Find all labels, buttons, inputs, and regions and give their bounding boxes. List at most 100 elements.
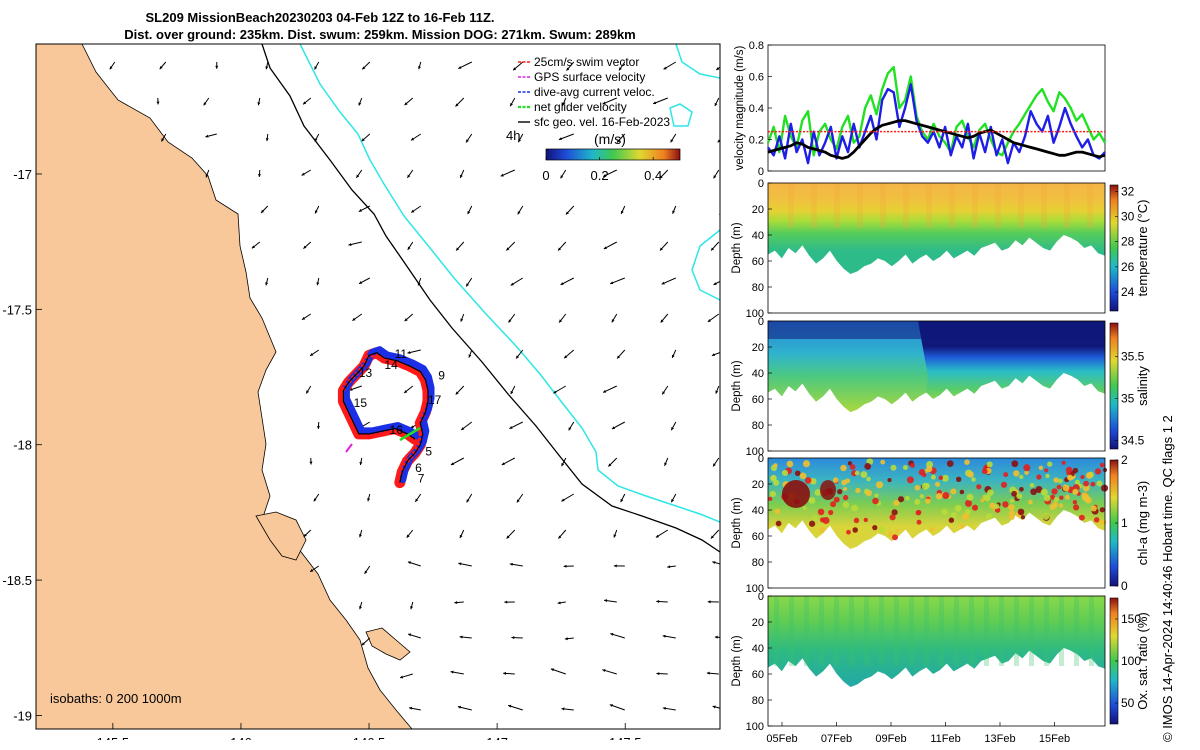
arrow-head [348, 242, 352, 246]
geo-velocity-arrow [561, 493, 575, 502]
chla-sample-point [1082, 484, 1090, 492]
day-label: 11 [395, 347, 408, 361]
chla-sample-point [1093, 517, 1100, 523]
chla-sample-point [1083, 480, 1089, 487]
depth-tick-label: 60 [752, 256, 764, 268]
arrow-head [712, 561, 716, 565]
geo-velocity-arrow [620, 205, 626, 215]
chla-sample-point [841, 479, 847, 486]
arrow-head [408, 633, 412, 637]
geo-velocity-arrow [568, 421, 575, 431]
arrow-head [602, 101, 606, 105]
chla-sample-point [1073, 504, 1080, 511]
map-panel: 567 9 11 13 14 15 16 17 145.5 146 146.5 147 147.5 -1… [2, 43, 721, 740]
arrow-head [510, 103, 513, 107]
oxygen-texture [864, 596, 869, 666]
arrow-head [410, 606, 414, 610]
chla-sample-point [922, 472, 927, 478]
geo-velocity-arrow [460, 313, 465, 322]
isobath-label: isobaths: 0 200 1000m [50, 691, 182, 706]
arrow-head [717, 139, 720, 143]
chla-sample-point [1044, 468, 1049, 473]
oxygen-texture [1089, 596, 1094, 666]
chla-sample-point [1094, 468, 1102, 475]
chla-sample-point [1052, 502, 1058, 509]
geo-velocity-arrow [361, 637, 371, 646]
isobath-1000m [299, 44, 720, 523]
arrow-head [656, 672, 660, 676]
geo-velocity-arrow [656, 672, 668, 676]
chla-sample-point [895, 528, 900, 534]
temperature-texture [857, 183, 863, 228]
chla-sample-point [934, 481, 941, 487]
arrow-head [454, 600, 458, 605]
geo-velocity-arrow [558, 133, 574, 141]
chla-sample-point [989, 502, 996, 509]
geo-velocity-arrow [404, 97, 414, 106]
arrow-head [203, 102, 207, 106]
chla-sample-point [1059, 495, 1064, 500]
chla-sample-point [874, 493, 879, 498]
arrow-head [653, 101, 657, 105]
chla-sample-point [962, 513, 970, 521]
geo-velocity-arrow [408, 706, 421, 711]
chla-sample-point [1008, 510, 1015, 517]
chla-sample-point [897, 496, 905, 503]
depth-tick-label: 60 [752, 531, 764, 543]
geo-velocity-arrow [257, 97, 261, 106]
chla-sample-point [955, 476, 962, 483]
arrow-head [509, 562, 513, 566]
chla-sample-point [914, 498, 921, 505]
time-tick-label: 11Feb [930, 733, 960, 745]
arrow-head [659, 247, 663, 251]
svg-text:25cm/s swim vector: 25cm/s swim vector [534, 55, 639, 69]
colorbar-tick-label: 24 [1121, 285, 1135, 299]
chla-sample-point [769, 490, 776, 498]
chla-sample-point [1038, 465, 1044, 471]
velocity-y-tick-label: 0.8 [749, 40, 764, 52]
geo-velocity-arrow [661, 277, 676, 285]
chla-sample-point [941, 474, 949, 482]
geo-velocity-arrow [467, 205, 473, 215]
arrow-head [361, 642, 365, 646]
arrow-head [557, 601, 561, 605]
arrow-head [418, 66, 421, 70]
arrow-head [407, 350, 411, 354]
arrow-head [561, 707, 565, 711]
geo-velocity-arrow [509, 421, 524, 430]
oxygen-texture [1014, 596, 1019, 666]
geo-velocity-arrow [564, 637, 574, 641]
arrow-head [364, 570, 368, 574]
time-tick-label: 15Feb [1039, 733, 1070, 745]
depth-tick-label: 20 [752, 479, 764, 491]
arrow-head [671, 427, 675, 431]
arrow-head [565, 211, 569, 215]
arrow-head [358, 102, 362, 106]
arrow-head [659, 175, 663, 179]
depth-tick-label: 100 [746, 308, 764, 320]
geo-velocity-arrow [215, 61, 219, 69]
arrow-head [660, 319, 664, 323]
net-glider-vector [399, 426, 421, 442]
chla-sample-point [1085, 472, 1093, 479]
geo-velocity-arrow [655, 529, 669, 538]
arrow-head [156, 101, 160, 105]
geo-velocity-arrow [407, 169, 414, 179]
arrow-head [314, 210, 318, 214]
chla-sample-point [864, 463, 872, 470]
geo-velocity-arrow [410, 601, 414, 610]
geo-velocity-arrow [205, 169, 210, 178]
chla-sample-point [921, 482, 929, 490]
arrow-head [459, 534, 463, 539]
colorbar-label: temperature (°C) [1135, 200, 1150, 297]
colorbar-label: Ox. sat. ratio (%) [1135, 612, 1150, 710]
chla-sample-point [794, 470, 801, 477]
depth-tick-label: 100 [746, 446, 764, 458]
arrow-head [303, 101, 307, 105]
arrow-head [558, 137, 563, 141]
arrow-head [410, 137, 415, 141]
section-salinity: 0 20 40 60 80 100 Depth (m) 34.5 35 35.5 salinity [731, 316, 1150, 458]
arrow-head [466, 283, 469, 287]
chla-sample-point [832, 477, 839, 483]
depth-tick-label: 0 [758, 453, 764, 465]
